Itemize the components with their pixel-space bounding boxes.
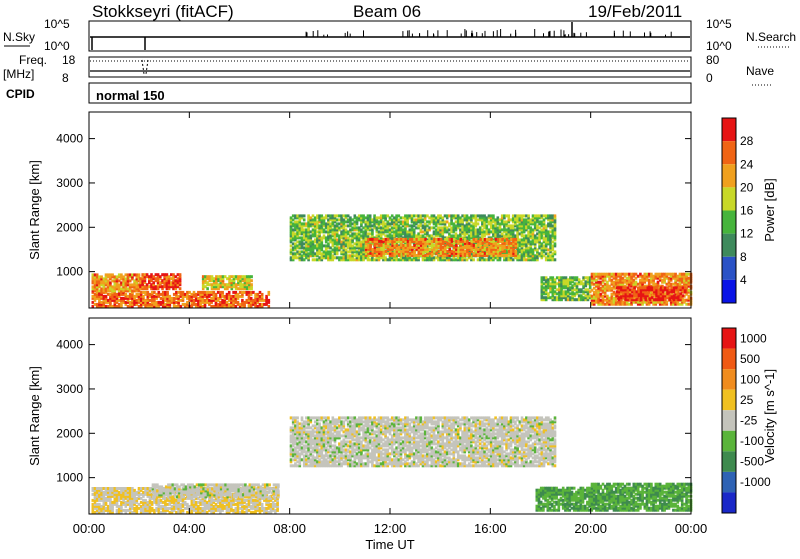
data-cell bbox=[504, 250, 507, 253]
freq-ytick-bottom: 8 bbox=[62, 71, 69, 85]
power-colorbar-tick: 12 bbox=[740, 227, 754, 241]
data-cell bbox=[303, 214, 306, 217]
data-cell bbox=[166, 291, 169, 294]
data-cell bbox=[554, 250, 557, 253]
power-colorbar-tick: 28 bbox=[740, 134, 754, 148]
nave-ytick-bottom: 0 bbox=[706, 71, 713, 85]
data-cell bbox=[369, 244, 372, 247]
power-colorbar-tick: 4 bbox=[740, 273, 747, 287]
data-cell bbox=[633, 286, 636, 289]
power-heatmap bbox=[92, 214, 693, 308]
power-colorbar-swatch bbox=[722, 257, 736, 280]
data-cell bbox=[261, 293, 264, 296]
data-cell bbox=[682, 294, 685, 297]
power-colorbar: 4 8 12 16 20 24 28 bbox=[722, 118, 754, 303]
data-cell bbox=[250, 275, 253, 278]
data-cell bbox=[527, 214, 530, 217]
station-title: Stokkseyri (fitACF) bbox=[92, 2, 234, 21]
cpid-label: CPID bbox=[6, 87, 35, 101]
power-colorbar-swatch bbox=[722, 118, 736, 141]
nsky-trace bbox=[90, 22, 690, 50]
y-tick-label: 2000 bbox=[56, 220, 83, 234]
freq-panel bbox=[89, 57, 691, 77]
y-tick-label: 3000 bbox=[56, 176, 83, 190]
data-cell bbox=[206, 287, 209, 290]
nsky-panel bbox=[89, 21, 691, 51]
freq-unit: [MHz] bbox=[3, 67, 34, 81]
cpid-panel bbox=[89, 83, 691, 103]
data-cell bbox=[682, 298, 685, 301]
data-cell bbox=[138, 273, 141, 276]
velocity-heatmap bbox=[92, 416, 693, 514]
nsearch-label: N.Search bbox=[746, 30, 796, 44]
power-colorbar-swatch bbox=[722, 211, 736, 234]
freq-label: Freq. bbox=[19, 53, 47, 67]
power-colorbar-swatch bbox=[722, 187, 736, 210]
data-cell bbox=[479, 238, 482, 241]
power-colorbar-tick: 24 bbox=[740, 157, 754, 171]
power-colorbar-tick: 8 bbox=[740, 250, 747, 264]
data-cell bbox=[492, 214, 495, 217]
power-colorbar-swatch bbox=[722, 141, 736, 164]
nsky-ytick-bottom: 10^0 bbox=[44, 39, 70, 53]
data-cell bbox=[554, 214, 557, 217]
data-cell bbox=[250, 283, 253, 286]
data-cell bbox=[369, 214, 372, 217]
data-cell bbox=[228, 291, 231, 294]
nave-label: Nave bbox=[746, 64, 774, 78]
power-colorbar-swatch bbox=[722, 164, 736, 187]
data-cell bbox=[554, 242, 557, 245]
beam-title: Beam 06 bbox=[353, 2, 421, 21]
power-colorbar-swatch bbox=[722, 280, 736, 303]
data-cell bbox=[268, 299, 271, 302]
power-colorbar-tick: 16 bbox=[740, 204, 754, 218]
data-cell bbox=[554, 258, 557, 261]
nave-ytick-top: 80 bbox=[706, 53, 720, 67]
power-colorbar-swatch bbox=[722, 234, 736, 257]
data-cell bbox=[179, 287, 182, 290]
nsky-ytick-top: 10^5 bbox=[44, 17, 70, 31]
power-colorbar-tick: 20 bbox=[740, 180, 754, 194]
nsky-label: N.Sky bbox=[3, 30, 35, 44]
freq-glitch bbox=[142, 60, 148, 74]
nsearch-ytick-top: 10^5 bbox=[706, 17, 732, 31]
data-cell bbox=[508, 214, 511, 217]
date-title: 19/Feb/2011 bbox=[588, 2, 682, 21]
power-colorbar-label: Power [dB] bbox=[762, 178, 777, 242]
data-cell bbox=[515, 250, 518, 253]
data-cell bbox=[179, 273, 182, 276]
data-cell bbox=[472, 258, 475, 261]
cpid-mode: normal 150 bbox=[96, 88, 165, 103]
power-ylabel: Slant Range [km] bbox=[27, 160, 42, 260]
y-tick-label: 4000 bbox=[56, 132, 83, 146]
data-cell bbox=[250, 279, 253, 282]
freq-ytick-top: 18 bbox=[62, 53, 76, 67]
nsearch-ytick-bottom: 10^0 bbox=[706, 39, 732, 53]
data-cell bbox=[268, 305, 271, 308]
data-cell bbox=[501, 238, 504, 241]
y-tick-label: 1000 bbox=[56, 265, 83, 279]
data-cell bbox=[221, 291, 224, 294]
data-cell bbox=[515, 238, 518, 241]
data-cell bbox=[303, 218, 306, 221]
data-cell bbox=[684, 286, 687, 289]
data-cell bbox=[268, 291, 271, 294]
data-cell bbox=[477, 222, 480, 225]
